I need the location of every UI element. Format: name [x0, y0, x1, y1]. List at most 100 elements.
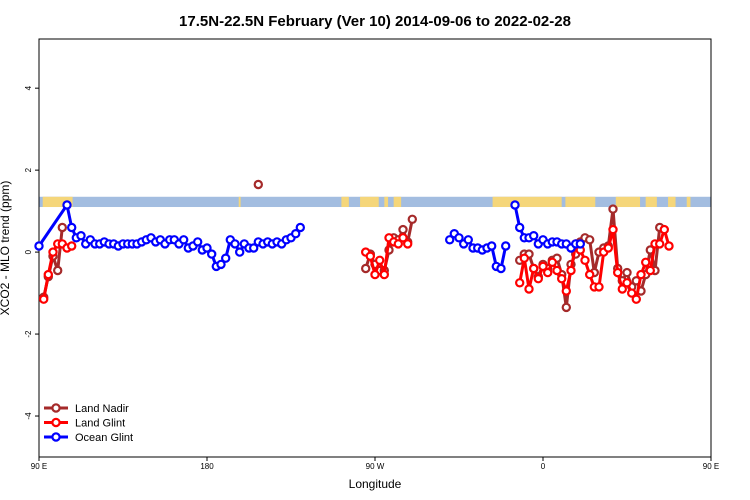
y-axis-label: XCO2 - MLO trend (ppm) — [0, 181, 12, 316]
data-point — [575, 239, 586, 249]
land-segment — [384, 196, 389, 208]
data-point — [533, 274, 544, 284]
x-tick-label: 90 W — [366, 462, 385, 471]
data-point — [622, 267, 632, 278]
data-point — [529, 230, 539, 241]
data-point — [580, 255, 590, 265]
data-point — [547, 257, 558, 267]
data-point — [202, 243, 212, 253]
series-ocean-glint — [34, 200, 586, 274]
data-point — [594, 282, 604, 292]
data-point — [515, 278, 525, 288]
x-axis: 90 E 180 90 W 0 90 E — [31, 457, 719, 471]
data-point — [496, 263, 506, 274]
data-point — [585, 235, 595, 245]
data-point — [43, 269, 54, 280]
data-point — [220, 253, 231, 263]
data-point — [62, 200, 72, 210]
land-segment — [686, 196, 691, 208]
data-point — [664, 241, 674, 251]
data-point — [487, 241, 497, 251]
data-point — [398, 224, 408, 235]
land-segment — [42, 196, 73, 208]
y-tick-label: 0 — [24, 249, 33, 254]
x-tick-label: 90 E — [703, 462, 719, 471]
x-tick-label: 0 — [541, 462, 546, 471]
y-tick-label: 2 — [24, 167, 33, 172]
data-point — [627, 288, 637, 298]
data-point — [454, 233, 464, 243]
data-point — [445, 235, 455, 245]
data-point — [48, 247, 58, 257]
data-point — [538, 261, 548, 272]
data-point — [622, 278, 632, 288]
data-point — [66, 241, 77, 251]
x-axis-label: Longitude — [349, 477, 402, 491]
data-point — [501, 241, 511, 251]
data-point — [407, 214, 417, 224]
data-point — [519, 253, 530, 263]
data-point — [76, 230, 86, 241]
legend-label: Land Nadir — [75, 403, 129, 415]
x-tick-label: 90 E — [31, 462, 47, 471]
land-ocean-strip — [39, 196, 711, 208]
land-segment — [668, 196, 676, 208]
y-tick-label: 4 — [24, 85, 33, 90]
data-point — [393, 239, 403, 249]
y-tick-label: -2 — [24, 330, 33, 338]
data-point — [178, 235, 189, 245]
data-point — [206, 249, 217, 259]
series-layer — [34, 179, 674, 313]
land-segment — [360, 196, 379, 208]
data-point — [645, 265, 656, 276]
data-point — [253, 179, 263, 190]
data-point — [57, 222, 68, 233]
legend-marker — [51, 432, 61, 442]
data-point — [617, 284, 628, 294]
data-point — [365, 251, 375, 261]
data-point — [613, 267, 623, 278]
data-point — [230, 239, 240, 249]
data-point — [543, 267, 553, 278]
data-point — [510, 200, 520, 210]
data-point — [515, 222, 525, 233]
data-point — [66, 222, 77, 233]
land-segment — [341, 196, 349, 208]
x-tick-label: 180 — [200, 462, 214, 471]
data-point — [398, 233, 408, 243]
land-segment — [645, 196, 657, 208]
series-land-glint — [39, 224, 674, 304]
data-point — [370, 269, 380, 280]
data-point — [552, 265, 562, 276]
data-point — [216, 259, 226, 270]
data-point — [603, 243, 614, 253]
legend-label: Land Glint — [75, 418, 125, 430]
data-point — [655, 239, 665, 249]
data-point — [379, 269, 389, 280]
land-segment — [565, 196, 596, 208]
data-point — [659, 224, 670, 235]
data-point — [631, 294, 642, 304]
data-point — [34, 241, 44, 251]
data-point — [529, 263, 539, 274]
data-point — [561, 286, 572, 296]
data-point — [636, 269, 646, 280]
land-segment — [238, 196, 241, 208]
data-point — [192, 237, 203, 247]
land-segment — [492, 196, 562, 208]
data-point — [566, 265, 576, 276]
data-point — [295, 222, 305, 233]
y-tick-label: -4 — [24, 412, 33, 420]
data-point — [53, 265, 63, 276]
data-point — [608, 204, 618, 214]
data-point — [524, 284, 534, 294]
data-point — [463, 235, 473, 245]
data-point — [234, 247, 245, 257]
land-segment — [393, 196, 402, 208]
y-axis: -4 -2 0 2 4 — [24, 85, 39, 420]
data-point — [39, 294, 49, 304]
data-point — [641, 257, 651, 267]
data-point — [361, 263, 371, 274]
data-point — [561, 302, 572, 313]
